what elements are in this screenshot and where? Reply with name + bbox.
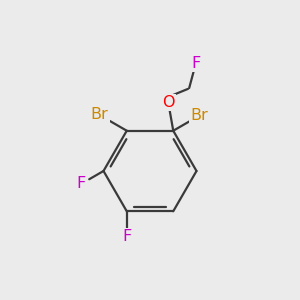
Text: Br: Br <box>91 107 108 122</box>
Text: O: O <box>162 95 175 110</box>
Text: F: F <box>122 229 131 244</box>
Text: Br: Br <box>190 108 208 123</box>
Text: F: F <box>77 176 86 191</box>
Text: F: F <box>191 56 200 71</box>
